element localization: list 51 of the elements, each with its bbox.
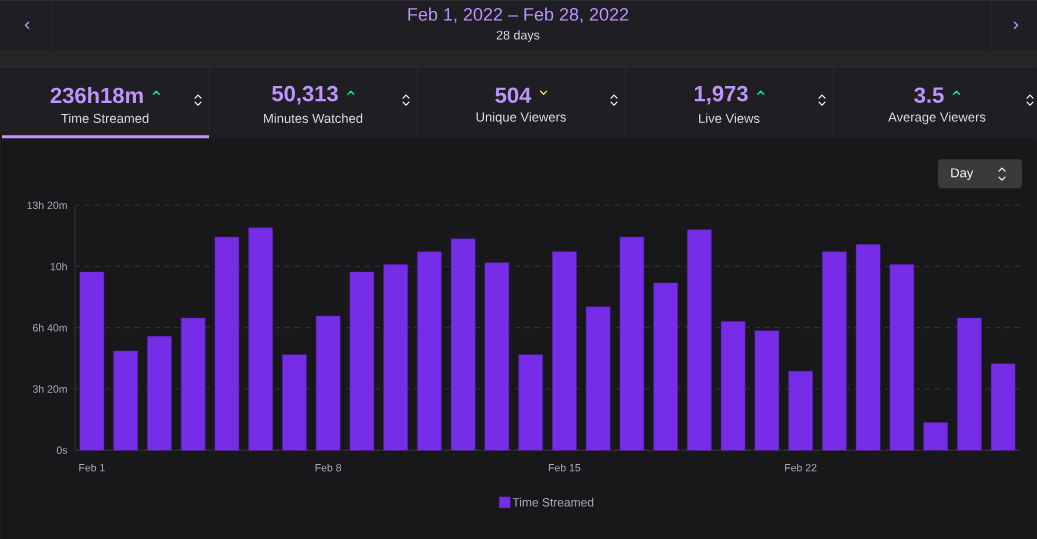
bar	[585, 306, 611, 451]
y-tick-label: 0s	[56, 446, 68, 454]
x-tick-label: Feb 1	[79, 463, 105, 472]
bar	[552, 251, 577, 451]
text: 50,313	[272, 85, 338, 105]
bar	[619, 236, 645, 451]
bar	[518, 354, 543, 451]
y-tick-label: 6h 40m	[33, 323, 67, 332]
bar	[113, 350, 138, 451]
bar	[788, 370, 813, 451]
text: 504	[495, 87, 532, 103]
bar	[450, 238, 476, 451]
y-tick-label: 13h 20m	[27, 201, 67, 209]
bar	[214, 236, 240, 451]
bar	[484, 262, 510, 451]
bar	[957, 317, 982, 451]
x-tick-label: Feb 8	[315, 463, 342, 472]
text: Day	[951, 168, 974, 180]
text: Unique Viewers	[476, 112, 566, 125]
bar	[990, 363, 1016, 451]
text: 236h18m	[50, 87, 143, 104]
x-tick-label: Feb 15	[548, 463, 581, 472]
bar	[147, 335, 172, 451]
bar	[923, 422, 948, 451]
x-tick-label: Feb 22	[785, 463, 817, 472]
text: Time Streamed	[61, 113, 149, 123]
text: 3.5	[914, 87, 944, 103]
bar	[417, 251, 442, 451]
bar	[248, 227, 273, 451]
legend-label: Time Streamed	[512, 497, 594, 507]
bar	[653, 282, 678, 451]
bar	[383, 264, 408, 451]
bar	[315, 315, 341, 451]
bar	[822, 251, 847, 451]
bar	[754, 330, 780, 451]
bar	[855, 244, 881, 451]
bar	[349, 271, 375, 451]
bar	[720, 321, 746, 451]
text: Live Views	[699, 113, 760, 123]
chart-subtitle: 28 days	[496, 30, 540, 42]
bar	[687, 229, 712, 451]
bar	[889, 264, 915, 451]
bar	[282, 354, 307, 451]
y-tick-label: 3h 20m	[32, 384, 67, 393]
text: 1,973	[694, 85, 748, 105]
chart-title: Feb 1, 2022 – Feb 28, 2022	[408, 7, 629, 23]
y-tick-label: 10h	[50, 262, 67, 271]
bar	[180, 317, 206, 451]
text: Average Viewers	[888, 112, 986, 125]
bar	[79, 271, 105, 451]
text: Minutes Watched	[264, 113, 363, 123]
